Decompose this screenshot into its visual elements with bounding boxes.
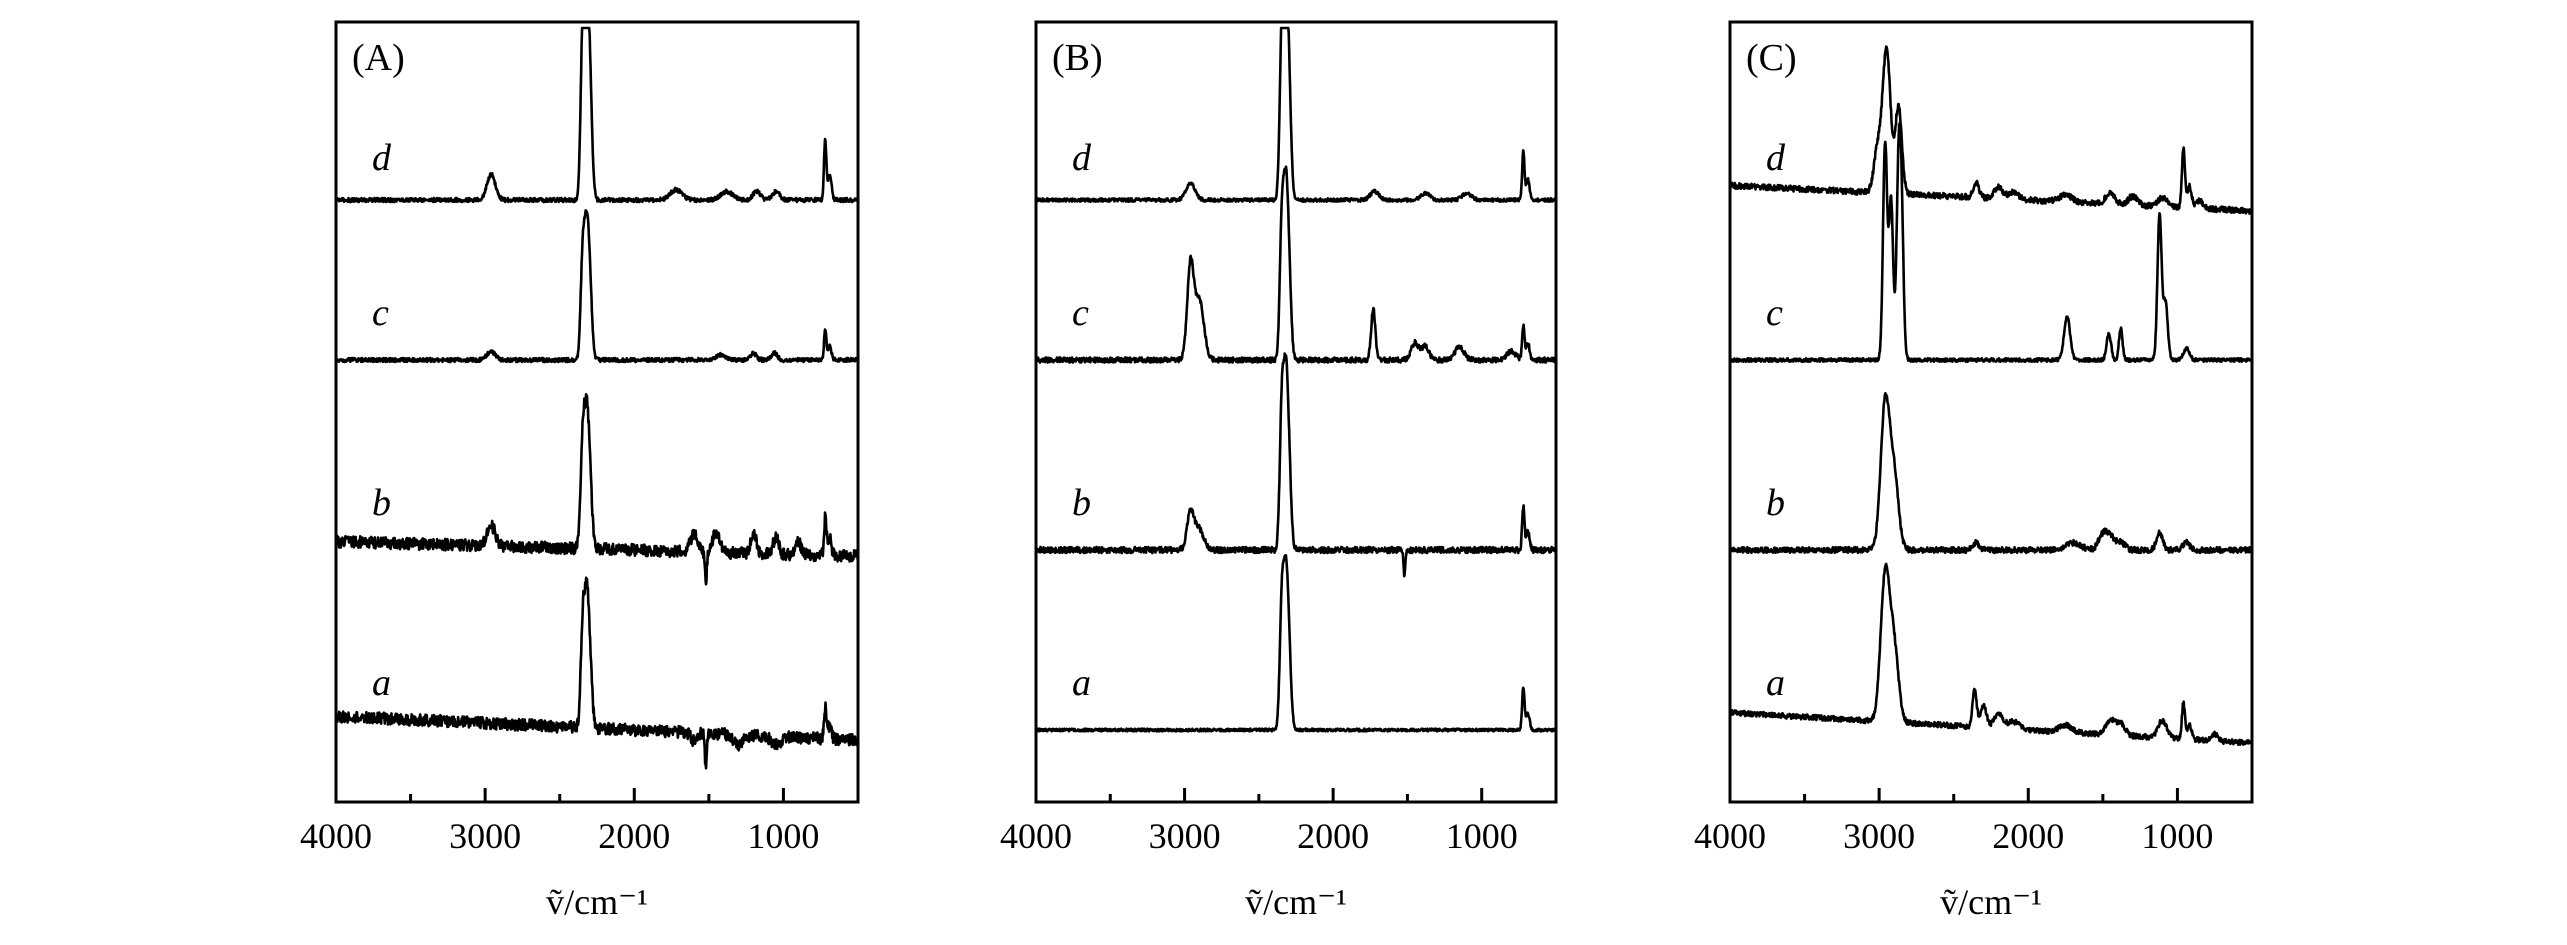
x-tick-label: 4000 (1694, 816, 1766, 856)
spectrum-trace-d (1728, 45, 2253, 215)
panel-label: (C) (1746, 37, 1797, 79)
spectrum-trace-a (335, 576, 859, 770)
trace-label-d: d (372, 137, 392, 179)
spectrum-trace-b (1728, 391, 2253, 555)
trace-label-b: b (1072, 482, 1091, 524)
spectrum-trace-b (1035, 352, 1557, 578)
x-tick-label: 2000 (1297, 816, 1369, 856)
x-axis-label: ṽ/cm⁻¹ (1245, 882, 1347, 922)
plot-frame (334, 20, 860, 804)
x-tick-label: 3000 (1843, 816, 1915, 856)
trace-label-d: d (1766, 137, 1786, 179)
trace-label-d: d (1072, 137, 1092, 179)
x-tick-label: 4000 (1000, 816, 1072, 856)
trace-label-c: c (1766, 292, 1783, 334)
x-axis-label: ṽ/cm⁻¹ (1940, 882, 2042, 922)
spectrum-trace-a (1728, 562, 2253, 747)
trace-label-a: a (1766, 662, 1785, 704)
x-tick-label: 3000 (449, 816, 521, 856)
plot-frame (1728, 20, 2254, 804)
spectrum-trace-d (335, 26, 859, 204)
panel-label: (A) (352, 37, 405, 79)
x-axis-label: ṽ/cm⁻¹ (546, 882, 648, 922)
x-tick-label: 1000 (747, 816, 819, 856)
trace-label-a: a (372, 662, 391, 704)
x-tick-label: 3000 (1149, 816, 1221, 856)
trace-label-a: a (1072, 662, 1091, 704)
panel-label: (B) (1052, 37, 1103, 79)
spectrum-trace-c (334, 209, 859, 364)
trace-label-c: c (372, 292, 389, 334)
spectrum-trace-a (1034, 553, 1557, 733)
panel-b: (B) 4000 3000 2000 1000 ṽ/cm⁻¹ d c b a (1000, 20, 1558, 922)
trace-label-b: b (1766, 482, 1785, 524)
spectrum-trace-c (1729, 122, 2253, 364)
x-tick-label: 4000 (300, 816, 372, 856)
trace-label-b: b (372, 482, 391, 524)
spectrum-trace-b (334, 392, 859, 586)
spectrum-trace-c (1034, 165, 1557, 364)
x-tick-label: 2000 (1992, 816, 2064, 856)
plot-frame (1034, 20, 1558, 804)
x-tick-label: 2000 (598, 816, 670, 856)
x-tick-label: 1000 (1446, 816, 1518, 856)
spectrum-trace-d (1034, 26, 1557, 203)
panel-c: (C) 4000 3000 2000 1000 ṽ/cm⁻¹ d c b a (1694, 20, 2254, 922)
x-tick-label: 1000 (2141, 816, 2213, 856)
panel-a: (A) 4000 3000 2000 1000 ṽ/cm⁻¹ d c b a (300, 20, 860, 922)
trace-label-c: c (1072, 292, 1089, 334)
